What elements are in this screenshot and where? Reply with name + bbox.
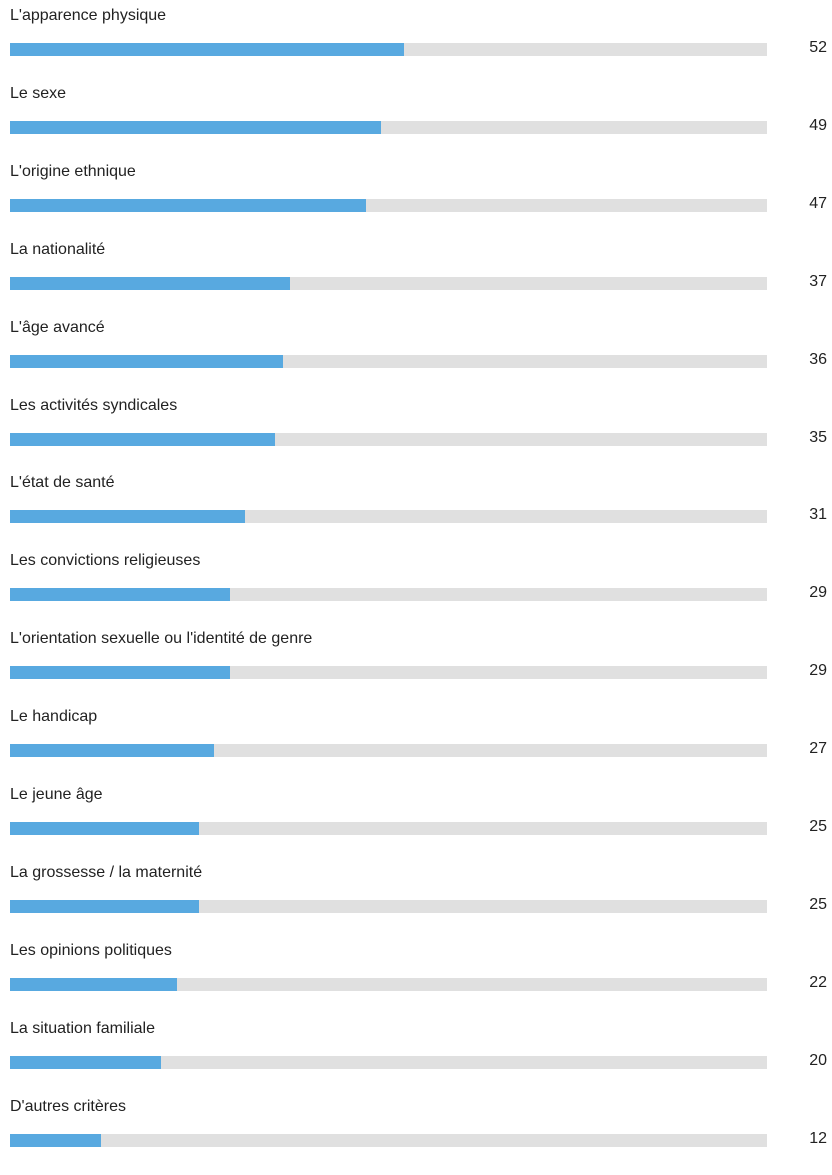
bar-track [10,744,767,758]
category-label: Les activités syndicales [10,396,178,414]
bar [10,899,199,913]
bar [10,588,230,602]
bar-row: Le jeune âge 25 [0,785,832,863]
bar-track [10,899,767,913]
category-label: La grossesse / la maternité [10,863,203,881]
value-label: 25 [809,895,827,913]
value-label: 35 [809,428,827,446]
value-label: 49 [809,116,827,134]
value-label: 22 [809,973,827,991]
bar-row: L'origine ethnique 47 [0,162,832,240]
bar [10,120,381,134]
category-label: Les convictions religieuses [10,552,201,570]
bar-row: Les convictions religieuses 29 [0,551,832,629]
bar [10,354,283,368]
bar [10,822,199,835]
bar-row: L'âge avancé 36 [0,318,832,396]
category-label: Le sexe [10,84,67,102]
value-label: 52 [809,39,827,56]
bar-track [10,432,767,446]
bar [10,432,275,446]
category-label: La situation familiale [10,1019,155,1037]
bar-track [10,198,767,212]
bar-row: Le handicap 27 [0,707,832,785]
category-label: L'état de santé [10,474,115,492]
bar-row: L'apparence physique 52 [0,6,832,84]
bar [10,744,214,758]
bar [10,1133,101,1147]
bar [10,1055,161,1069]
category-label: Le jeune âge [10,786,103,803]
bar [10,43,404,56]
bar [10,977,177,991]
bar [10,510,245,524]
bar-row: D'autres critères 12 [0,1097,832,1175]
value-label: 29 [809,662,827,680]
bar-track [10,977,767,991]
category-label: D'autres critères [10,1097,126,1115]
bar-row: Les activités syndicales 35 [0,396,832,474]
category-label: Les opinions politiques [10,941,172,959]
category-label: L'âge avancé [10,318,105,336]
category-label: Le handicap [10,708,98,726]
bar-row: L'état de santé 31 [0,473,832,551]
bar-row: Le sexe 49 [0,84,832,162]
bar-track [10,666,767,680]
bar-track [10,276,767,290]
bar-row: La nationalité 37 [0,240,832,318]
category-label: L'apparence physique [10,7,167,24]
value-label: 25 [809,818,827,835]
value-label: 27 [809,740,827,758]
bar [10,666,230,680]
bar-track [10,43,767,56]
bar-track [10,354,767,368]
bar-track [10,510,767,524]
horizontal-bar-chart: L'apparence physique 52 Le sexe 49 L'origine… [0,6,832,1147]
value-label: 20 [809,1051,827,1069]
value-label: 47 [809,194,827,212]
category-label: La nationalité [10,240,106,258]
value-label: 31 [809,506,827,524]
value-label: 12 [809,1129,827,1147]
bar [10,198,366,212]
bar-track [10,1055,767,1069]
bar-row: L'orientation sexuelle ou l'identité de … [0,629,832,707]
value-label: 29 [809,584,827,602]
bar-row: La grossesse / la maternité 25 [0,863,832,941]
bar-row: Les opinions politiques 22 [0,941,832,1019]
value-label: 36 [809,350,827,368]
bar-track [10,822,767,835]
category-label: L'orientation sexuelle ou l'identité de … [10,630,313,648]
bar-track [10,120,767,134]
value-label: 37 [809,272,827,290]
bar-track [10,588,767,602]
bar [10,276,290,290]
category-label: L'origine ethnique [10,162,136,180]
bar-track [10,1133,767,1147]
bar-row: La situation familiale 20 [0,1019,832,1097]
